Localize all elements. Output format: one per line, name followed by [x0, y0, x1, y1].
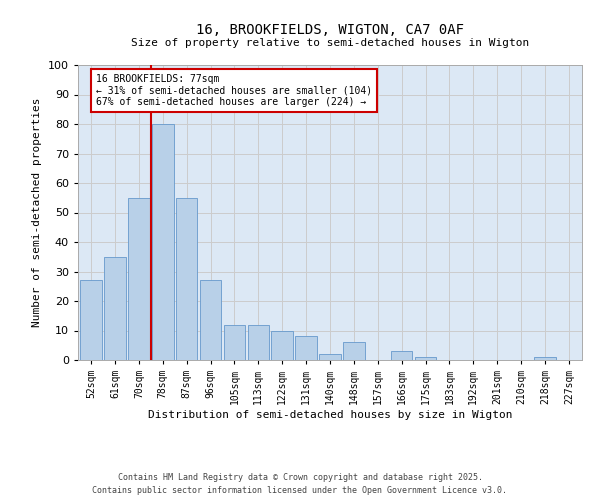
Bar [152, 124, 173, 360]
Bar [295, 336, 317, 360]
Y-axis label: Number of semi-detached properties: Number of semi-detached properties [32, 98, 43, 327]
Bar [343, 342, 365, 360]
Text: Size of property relative to semi-detached houses in Wigton: Size of property relative to semi-detach… [131, 38, 529, 48]
Bar [534, 357, 556, 360]
Text: Contains HM Land Registry data © Crown copyright and database right 2025.
Contai: Contains HM Land Registry data © Crown c… [92, 474, 508, 495]
Bar [128, 198, 149, 360]
Bar [319, 354, 341, 360]
Bar [271, 330, 293, 360]
Bar [200, 280, 221, 360]
Bar [176, 198, 197, 360]
Bar [104, 257, 126, 360]
Bar [391, 351, 412, 360]
Text: 16, BROOKFIELDS, WIGTON, CA7 0AF: 16, BROOKFIELDS, WIGTON, CA7 0AF [196, 22, 464, 36]
X-axis label: Distribution of semi-detached houses by size in Wigton: Distribution of semi-detached houses by … [148, 410, 512, 420]
Bar [80, 280, 102, 360]
Bar [415, 357, 436, 360]
Bar [224, 324, 245, 360]
Bar [248, 324, 269, 360]
Text: 16 BROOKFIELDS: 77sqm
← 31% of semi-detached houses are smaller (104)
67% of sem: 16 BROOKFIELDS: 77sqm ← 31% of semi-deta… [96, 74, 372, 107]
